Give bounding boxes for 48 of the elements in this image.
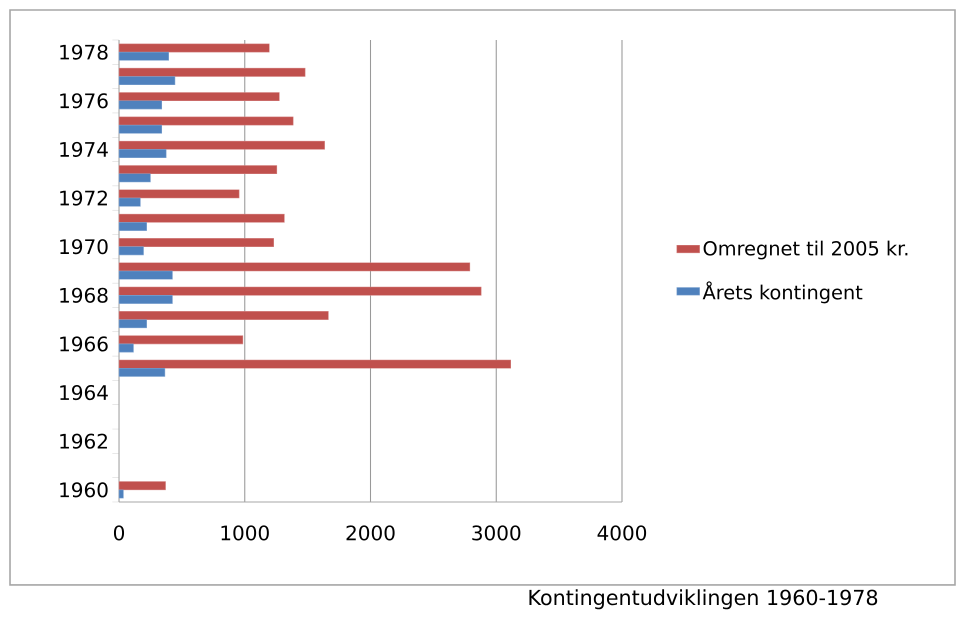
bar bbox=[118, 481, 166, 490]
bar bbox=[118, 246, 144, 256]
bar bbox=[118, 124, 162, 134]
y-tick-label: 1972 bbox=[60, 190, 107, 206]
x-tick-label: 1000 bbox=[222, 525, 269, 540]
bar bbox=[118, 44, 270, 52]
bar bbox=[118, 490, 124, 498]
bar bbox=[118, 222, 147, 231]
bar bbox=[118, 238, 274, 247]
legend-label: Årets kontingent bbox=[702, 281, 862, 304]
y-tick-label: 1968 bbox=[60, 288, 108, 303]
y-tick-label: 1966 bbox=[60, 336, 108, 352]
bar bbox=[118, 173, 151, 182]
bar bbox=[118, 92, 280, 102]
bar bbox=[118, 360, 511, 369]
y-tick-label: 1960 bbox=[60, 482, 108, 498]
bar bbox=[118, 190, 240, 198]
legend-label: Omregnet til 2005 kr. bbox=[704, 240, 908, 260]
bar bbox=[118, 149, 166, 158]
bar bbox=[118, 295, 173, 304]
bar bbox=[118, 140, 325, 150]
y-tick-label: 1970 bbox=[60, 239, 108, 254]
y-tick-label: 1976 bbox=[60, 93, 108, 108]
bar bbox=[118, 311, 329, 320]
y-tick-label: 1962 bbox=[60, 434, 107, 449]
bar bbox=[118, 198, 141, 207]
text: Kontingentudviklingen 1960-1978 bbox=[529, 589, 878, 610]
x-tick-label: 2000 bbox=[346, 525, 395, 540]
bar bbox=[118, 52, 169, 61]
y-tick-label: 1964 bbox=[60, 385, 108, 400]
bar bbox=[118, 262, 470, 272]
bar bbox=[118, 319, 147, 328]
bar bbox=[118, 100, 162, 110]
bar bbox=[118, 344, 134, 352]
bar bbox=[118, 116, 294, 126]
bar bbox=[118, 68, 306, 77]
bar bbox=[118, 76, 176, 85]
y-tick-label: 1978 bbox=[60, 44, 108, 60]
bar bbox=[118, 286, 482, 296]
bar bbox=[118, 214, 285, 223]
x-tick-label: 3000 bbox=[472, 525, 520, 540]
bar bbox=[118, 270, 173, 280]
x-tick-label: 0 bbox=[114, 525, 124, 540]
bar bbox=[118, 368, 166, 377]
y-tick-label: 1974 bbox=[60, 142, 108, 157]
x-tick-label: 4000 bbox=[598, 525, 646, 540]
bar bbox=[118, 165, 278, 174]
bar bbox=[118, 335, 244, 344]
